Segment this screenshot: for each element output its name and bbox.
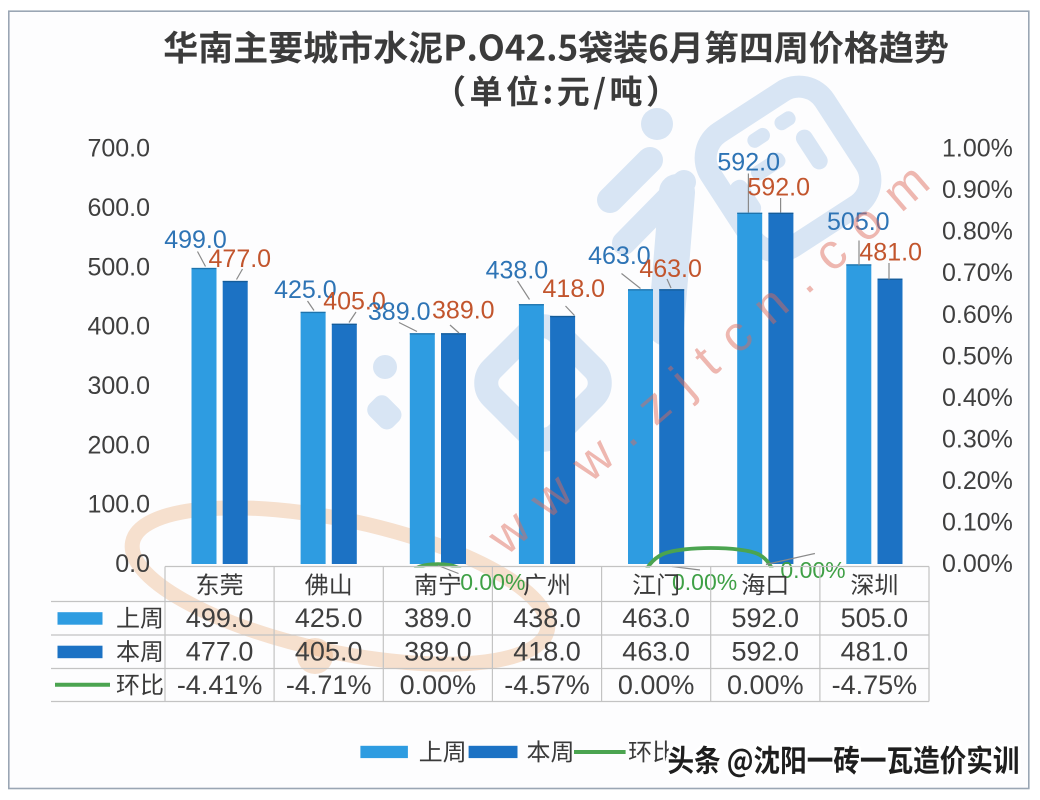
svg-text:405.0: 405.0: [295, 637, 363, 667]
svg-text:0.70%: 0.70%: [942, 259, 1013, 287]
svg-text:438.0: 438.0: [513, 603, 581, 633]
svg-text:100.0: 100.0: [87, 491, 150, 519]
svg-text:200.0: 200.0: [87, 431, 150, 459]
svg-text:425.0: 425.0: [295, 603, 363, 633]
svg-text:0.00%: 0.00%: [400, 670, 477, 700]
svg-text:400.0: 400.0: [87, 313, 150, 341]
svg-text:481.0: 481.0: [841, 637, 909, 667]
svg-text:0.90%: 0.90%: [942, 176, 1013, 204]
svg-text:0.0: 0.0: [115, 550, 150, 578]
svg-text:505.0: 505.0: [827, 208, 890, 236]
svg-text:463.0: 463.0: [639, 255, 702, 283]
svg-text:463.0: 463.0: [622, 603, 690, 633]
svg-text:418.0: 418.0: [543, 275, 606, 303]
svg-text:389.0: 389.0: [432, 296, 495, 324]
svg-text:389.0: 389.0: [404, 603, 472, 633]
svg-text:405.0: 405.0: [323, 288, 386, 316]
svg-text:463.0: 463.0: [588, 242, 651, 270]
svg-text:438.0: 438.0: [486, 257, 549, 285]
svg-text:592.0: 592.0: [747, 174, 810, 202]
svg-text:592.0: 592.0: [717, 149, 780, 177]
svg-text:0.20%: 0.20%: [942, 467, 1013, 495]
svg-text:418.0: 418.0: [513, 637, 581, 667]
svg-text:505.0: 505.0: [841, 603, 909, 633]
svg-text:592.0: 592.0: [732, 603, 800, 633]
svg-text:300.0: 300.0: [87, 372, 150, 400]
svg-text:0.10%: 0.10%: [942, 509, 1013, 537]
svg-text:600.0: 600.0: [87, 194, 150, 222]
svg-text:463.0: 463.0: [622, 637, 690, 667]
svg-text:0.40%: 0.40%: [942, 384, 1013, 412]
svg-text:0.00%: 0.00%: [672, 569, 737, 595]
svg-text:1.00%: 1.00%: [942, 135, 1013, 163]
svg-text:500.0: 500.0: [87, 253, 150, 281]
svg-text:-4.75%: -4.75%: [832, 670, 918, 700]
svg-text:389.0: 389.0: [404, 637, 472, 667]
svg-text:592.0: 592.0: [732, 637, 800, 667]
svg-text:700.0: 700.0: [87, 135, 150, 163]
svg-text:0.00%: 0.00%: [942, 550, 1013, 578]
svg-text:0.00%: 0.00%: [618, 670, 695, 700]
svg-text:0.50%: 0.50%: [942, 342, 1013, 370]
svg-text:0.80%: 0.80%: [942, 218, 1013, 246]
svg-text:477.0: 477.0: [209, 245, 272, 273]
svg-text:-4.57%: -4.57%: [504, 670, 590, 700]
svg-text:0.00%: 0.00%: [780, 557, 845, 583]
svg-text:499.0: 499.0: [186, 603, 254, 633]
svg-text:0.60%: 0.60%: [942, 301, 1013, 329]
svg-text:481.0: 481.0: [859, 239, 922, 267]
svg-text:0.30%: 0.30%: [942, 425, 1013, 453]
svg-text:-4.71%: -4.71%: [286, 670, 372, 700]
svg-text:477.0: 477.0: [186, 637, 254, 667]
svg-text:425.0: 425.0: [274, 276, 337, 304]
svg-text:0.00%: 0.00%: [727, 670, 804, 700]
svg-text:499.0: 499.0: [164, 226, 227, 254]
svg-text:389.0: 389.0: [368, 298, 431, 326]
svg-text:-4.41%: -4.41%: [177, 670, 263, 700]
